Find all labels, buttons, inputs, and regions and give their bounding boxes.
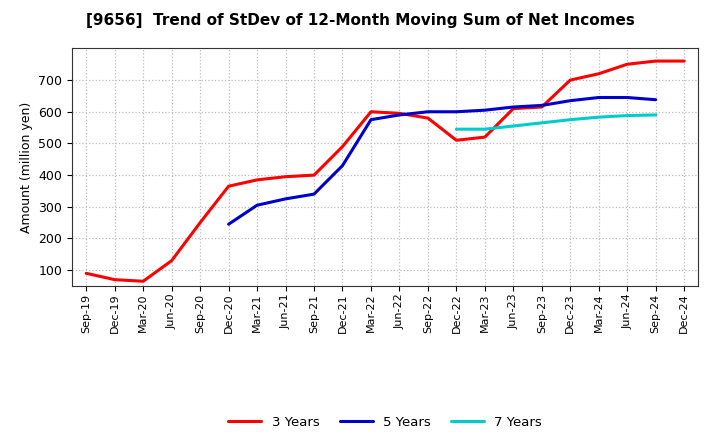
5 Years xyxy=(253,202,261,208)
Line: 5 Years: 5 Years xyxy=(229,98,656,224)
3 Years xyxy=(566,77,575,83)
3 Years xyxy=(509,106,518,111)
7 Years xyxy=(452,127,461,132)
3 Years xyxy=(82,271,91,276)
3 Years xyxy=(595,71,603,77)
7 Years xyxy=(509,123,518,128)
5 Years xyxy=(395,112,404,117)
3 Years xyxy=(167,258,176,263)
7 Years xyxy=(623,113,631,118)
3 Years xyxy=(196,220,204,225)
7 Years xyxy=(480,127,489,132)
5 Years xyxy=(537,103,546,108)
3 Years xyxy=(225,183,233,189)
7 Years xyxy=(537,120,546,125)
5 Years xyxy=(652,97,660,103)
3 Years xyxy=(366,109,375,114)
5 Years xyxy=(366,117,375,122)
7 Years xyxy=(566,117,575,122)
3 Years xyxy=(395,111,404,116)
3 Years xyxy=(452,138,461,143)
3 Years xyxy=(310,172,318,178)
3 Years xyxy=(423,115,432,121)
5 Years xyxy=(423,109,432,114)
3 Years xyxy=(110,277,119,282)
5 Years xyxy=(566,98,575,103)
3 Years xyxy=(480,135,489,140)
5 Years xyxy=(282,196,290,202)
3 Years xyxy=(537,104,546,110)
Y-axis label: Amount (million yen): Amount (million yen) xyxy=(19,102,32,233)
3 Years xyxy=(282,174,290,180)
3 Years xyxy=(253,177,261,183)
Line: 7 Years: 7 Years xyxy=(456,115,656,129)
5 Years xyxy=(225,222,233,227)
5 Years xyxy=(310,191,318,197)
Legend: 3 Years, 5 Years, 7 Years: 3 Years, 5 Years, 7 Years xyxy=(228,416,542,429)
7 Years xyxy=(595,114,603,120)
3 Years xyxy=(652,59,660,64)
3 Years xyxy=(623,62,631,67)
5 Years xyxy=(623,95,631,100)
3 Years xyxy=(680,59,688,64)
5 Years xyxy=(338,163,347,168)
3 Years xyxy=(338,144,347,149)
Text: [9656]  Trend of StDev of 12-Month Moving Sum of Net Incomes: [9656] Trend of StDev of 12-Month Moving… xyxy=(86,13,634,28)
7 Years xyxy=(652,112,660,117)
5 Years xyxy=(509,104,518,110)
5 Years xyxy=(452,109,461,114)
5 Years xyxy=(595,95,603,100)
3 Years xyxy=(139,279,148,284)
Line: 3 Years: 3 Years xyxy=(86,61,684,281)
5 Years xyxy=(480,107,489,113)
